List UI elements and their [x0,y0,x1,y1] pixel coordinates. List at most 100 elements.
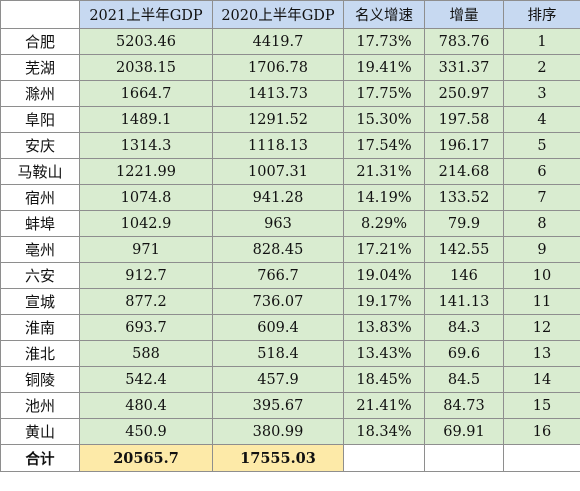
growth-cell: 21.41% [343,392,425,419]
city-cell: 宿州 [0,184,80,211]
gdp-2021-cell: 693.7 [79,314,213,341]
gdp-2020-cell: 518.4 [212,340,344,367]
gdp-2020-cell: 736.07 [212,288,344,315]
gdp-2020-cell: 1118.13 [212,132,344,159]
increment-cell: 69.91 [424,418,504,445]
growth-cell: 17.21% [343,236,425,263]
rank-cell: 12 [503,314,580,341]
rank-cell: 14 [503,366,580,393]
growth-cell: 19.41% [343,54,425,81]
increment-cell: 197.58 [424,106,504,133]
table-row: 蚌埠 1042.9 963 8.29% 79.9 8 [0,210,580,237]
city-cell: 亳州 [0,236,80,263]
total-increment [424,444,504,472]
table-row: 黄山 450.9 380.99 18.34% 69.91 16 [0,418,580,445]
gdp-2020-cell: 1706.78 [212,54,344,81]
header-cell-gdp-2021: 2021上半年GDP [79,0,213,29]
gdp-2021-cell: 1314.3 [79,132,213,159]
growth-cell: 19.17% [343,288,425,315]
table-row: 淮南 693.7 609.4 13.83% 84.3 12 [0,314,580,341]
total-label: 合计 [0,444,80,472]
table-row: 滁州 1664.7 1413.73 17.75% 250.97 3 [0,80,580,107]
gdp-2021-cell: 5203.46 [79,28,213,55]
increment-cell: 783.76 [424,28,504,55]
increment-cell: 146 [424,262,504,289]
gdp-2020-cell: 395.67 [212,392,344,419]
header-cell-city [0,0,80,29]
growth-cell: 19.04% [343,262,425,289]
gdp-2021-cell: 1664.7 [79,80,213,107]
header-row: 2021上半年GDP 2020上半年GDP 名义增速 增量 排序 [0,0,580,29]
growth-cell: 18.45% [343,366,425,393]
gdp-2020-cell: 963 [212,210,344,237]
gdp-2020-cell: 4419.7 [212,28,344,55]
gdp-2020-cell: 609.4 [212,314,344,341]
total-gdp-2020: 17555.03 [212,444,344,472]
gdp-2020-cell: 1007.31 [212,158,344,185]
table-row: 宿州 1074.8 941.28 14.19% 133.52 7 [0,184,580,211]
growth-cell: 15.30% [343,106,425,133]
table-row: 淮北 588 518.4 13.43% 69.6 13 [0,340,580,367]
table-row: 合肥 5203.46 4419.7 17.73% 783.76 1 [0,28,580,55]
table-row: 宣城 877.2 736.07 19.17% 141.13 11 [0,288,580,315]
growth-cell: 14.19% [343,184,425,211]
city-cell: 铜陵 [0,366,80,393]
gdp-2020-cell: 1291.52 [212,106,344,133]
increment-cell: 141.13 [424,288,504,315]
gdp-2020-cell: 1413.73 [212,80,344,107]
city-cell: 黄山 [0,418,80,445]
gdp-2020-cell: 766.7 [212,262,344,289]
header-cell-increment: 增量 [424,0,504,29]
header-cell-rank: 排序 [503,0,580,29]
rank-cell: 13 [503,340,580,367]
city-cell: 池州 [0,392,80,419]
increment-cell: 142.55 [424,236,504,263]
gdp-2020-cell: 380.99 [212,418,344,445]
gdp-2020-cell: 941.28 [212,184,344,211]
table-row: 阜阳 1489.1 1291.52 15.30% 197.58 4 [0,106,580,133]
growth-cell: 8.29% [343,210,425,237]
increment-cell: 331.37 [424,54,504,81]
gdp-2021-cell: 480.4 [79,392,213,419]
gdp-2020-cell: 457.9 [212,366,344,393]
increment-cell: 69.6 [424,340,504,367]
table-row: 亳州 971 828.45 17.21% 142.55 9 [0,236,580,263]
table-row: 安庆 1314.3 1118.13 17.54% 196.17 5 [0,132,580,159]
rank-cell: 6 [503,158,580,185]
rank-cell: 15 [503,392,580,419]
city-cell: 芜湖 [0,54,80,81]
increment-cell: 133.52 [424,184,504,211]
gdp-2021-cell: 971 [79,236,213,263]
gdp-table: 2021上半年GDP 2020上半年GDP 名义增速 增量 排序 合肥 5203.… [0,0,580,472]
increment-cell: 79.9 [424,210,504,237]
city-cell: 宣城 [0,288,80,315]
rank-cell: 10 [503,262,580,289]
city-cell: 阜阳 [0,106,80,133]
total-row: 合计 20565.7 17555.03 [0,444,580,472]
growth-cell: 18.34% [343,418,425,445]
table-row: 芜湖 2038.15 1706.78 19.41% 331.37 2 [0,54,580,81]
header-cell-gdp-2020: 2020上半年GDP [212,0,344,29]
rank-cell: 1 [503,28,580,55]
gdp-2021-cell: 912.7 [79,262,213,289]
rank-cell: 9 [503,236,580,263]
city-cell: 蚌埠 [0,210,80,237]
table-row: 池州 480.4 395.67 21.41% 84.73 15 [0,392,580,419]
increment-cell: 84.5 [424,366,504,393]
total-rank [503,444,580,472]
growth-cell: 17.75% [343,80,425,107]
gdp-2021-cell: 588 [79,340,213,367]
gdp-2021-cell: 542.4 [79,366,213,393]
gdp-2021-cell: 1042.9 [79,210,213,237]
gdp-2020-cell: 828.45 [212,236,344,263]
table-row: 马鞍山 1221.99 1007.31 21.31% 214.68 6 [0,158,580,185]
rank-cell: 11 [503,288,580,315]
gdp-2021-cell: 877.2 [79,288,213,315]
increment-cell: 196.17 [424,132,504,159]
growth-cell: 13.83% [343,314,425,341]
gdp-2021-cell: 1074.8 [79,184,213,211]
total-gdp-2021: 20565.7 [79,444,213,472]
rank-cell: 3 [503,80,580,107]
table-row: 铜陵 542.4 457.9 18.45% 84.5 14 [0,366,580,393]
rank-cell: 8 [503,210,580,237]
